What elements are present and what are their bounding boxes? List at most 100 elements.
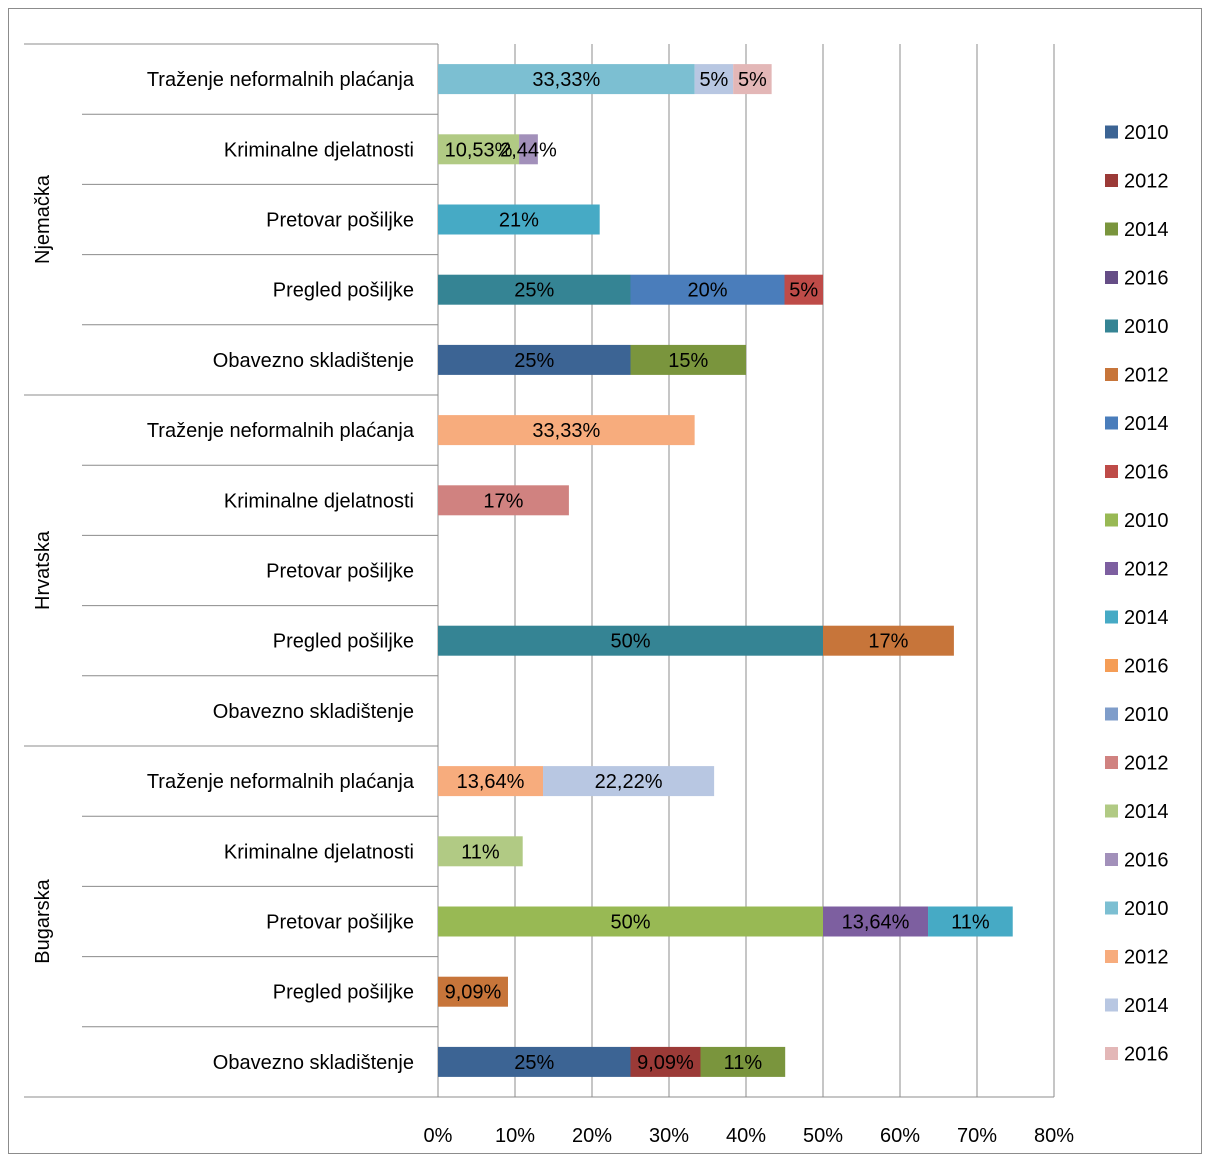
- bar-segment: [438, 836, 523, 867]
- legend-label: 2016: [1124, 462, 1169, 484]
- legend-label: 2016: [1124, 268, 1169, 290]
- category-label: Obavezno skladištenje: [213, 350, 414, 372]
- category-label: Pregled pošiljke: [273, 280, 414, 302]
- bar-segment: [630, 344, 746, 375]
- data-label: 25%: [514, 1052, 554, 1074]
- legend-label: 2012: [1124, 559, 1169, 581]
- legend-swatch: [1105, 513, 1118, 527]
- bar-segment: [438, 766, 544, 797]
- group-label-hrvatska: Hrvatska: [32, 530, 54, 610]
- legend-swatch: [1105, 1047, 1118, 1060]
- legend-swatch: [1105, 174, 1118, 187]
- legend-swatch: [1105, 610, 1118, 624]
- data-label: 20%: [687, 280, 727, 302]
- legend-label: 2016: [1124, 850, 1169, 872]
- legend-label: 2012: [1124, 753, 1169, 775]
- bar-segment: [438, 64, 695, 95]
- legend-label: 2014: [1124, 801, 1169, 823]
- data-label: 17%: [483, 490, 523, 512]
- bar-segment: [630, 1046, 701, 1077]
- legend-label: 2016: [1124, 656, 1169, 678]
- stacked-bar-chart: 0% 10% 20% 30% 40% 50% 60% 70% 80% Njemačka Tražen…: [24, 43, 1169, 1147]
- data-label: 25%: [514, 350, 554, 372]
- data-label: 22,22%: [595, 771, 663, 793]
- bar-segment: [928, 906, 1013, 937]
- legend-swatch: [1105, 125, 1118, 139]
- legend-swatch: [1105, 416, 1118, 430]
- bar-segment: [694, 64, 734, 95]
- category-label: Pretovar pošiljke: [266, 561, 414, 583]
- legend-label: 2014: [1124, 413, 1169, 435]
- bar-segment: [438, 906, 823, 937]
- bar-segment: [784, 274, 823, 305]
- legend-swatch: [1105, 562, 1118, 575]
- legend-swatch: [1105, 950, 1118, 963]
- data-label: 5%: [789, 280, 818, 302]
- x-tick-label: 50%: [803, 1125, 843, 1147]
- x-tick-label: 60%: [880, 1125, 920, 1147]
- category-label: Kriminalne djelatnosti: [224, 841, 414, 863]
- legend-label: 2010: [1124, 898, 1169, 920]
- bar-segment: [438, 1046, 631, 1077]
- bar-segment: [823, 906, 929, 937]
- category-label: Obavezno skladištenje: [213, 1052, 414, 1074]
- legend-label: 2014: [1124, 607, 1169, 629]
- legend-swatch: [1105, 222, 1118, 236]
- x-tick-label: 0%: [424, 1125, 453, 1147]
- legend-swatch: [1105, 319, 1118, 333]
- bar-segment: [438, 344, 631, 375]
- legend-label: 2016: [1124, 1044, 1169, 1066]
- category-label: Pregled pošiljke: [273, 982, 414, 1004]
- data-label: 15%: [668, 350, 708, 372]
- x-tick-label: 70%: [957, 1125, 997, 1147]
- legend-label: 2010: [1124, 122, 1169, 144]
- legend-swatch: [1105, 901, 1118, 915]
- bar-segment: [733, 64, 772, 95]
- legend-swatch: [1105, 368, 1118, 381]
- group-label-bugarska: Bugarska: [32, 878, 54, 963]
- bar-segment: [438, 274, 631, 305]
- legend-label: 2012: [1124, 947, 1169, 969]
- x-tick-label: 30%: [649, 1125, 689, 1147]
- chart-frame: 0% 10% 20% 30% 40% 50% 60% 70% 80% Njemačka Tražen…: [8, 8, 1202, 1154]
- data-label: 17%: [868, 631, 908, 653]
- bar-segment: [543, 766, 715, 797]
- data-label: 9,09%: [637, 1052, 694, 1074]
- legend-label: 2010: [1124, 316, 1169, 338]
- data-label: 5%: [699, 69, 728, 91]
- data-label: 10,53%: [445, 139, 513, 161]
- data-label: 13,64%: [457, 771, 525, 793]
- category-label: Traženje neformalnih plaćanja: [147, 771, 415, 793]
- category-label: Pregled pošiljke: [273, 631, 414, 653]
- bar-segment: [700, 1046, 786, 1077]
- bar-segment: [630, 274, 785, 305]
- x-tick-label: 80%: [1034, 1125, 1074, 1147]
- category-label: Pretovar pošiljke: [266, 912, 414, 934]
- x-tick-label: 10%: [495, 1125, 535, 1147]
- category-label: Kriminalne djelatnosti: [224, 139, 414, 161]
- data-label: 13,64%: [842, 912, 910, 934]
- legend-label: 2010: [1124, 510, 1169, 532]
- category-label: Kriminalne djelatnosti: [224, 490, 414, 512]
- legend-swatch: [1105, 998, 1118, 1012]
- bar-segment: [438, 976, 508, 1007]
- bar-segment: [438, 415, 695, 446]
- data-label: 33,33%: [532, 420, 600, 442]
- legend-swatch: [1105, 271, 1118, 284]
- bar-segment: [438, 204, 600, 235]
- data-label: 50%: [610, 631, 650, 653]
- data-label: 9,09%: [445, 982, 502, 1004]
- legend-label: 2014: [1124, 995, 1169, 1017]
- legend-swatch: [1105, 659, 1118, 672]
- legend-swatch: [1105, 804, 1118, 818]
- group-label-njemačka: Njemačka: [32, 174, 54, 264]
- data-label: 2,44%: [500, 139, 557, 161]
- legend-swatch: [1105, 756, 1118, 769]
- category-label: Traženje neformalnih plaćanja: [147, 420, 415, 442]
- bar-segment: [438, 625, 823, 656]
- category-label: Obavezno skladištenje: [213, 701, 414, 723]
- data-label: 11%: [951, 912, 990, 934]
- data-label: 5%: [738, 69, 767, 91]
- x-tick-label: 40%: [726, 1125, 766, 1147]
- legend-label: 2014: [1124, 219, 1169, 241]
